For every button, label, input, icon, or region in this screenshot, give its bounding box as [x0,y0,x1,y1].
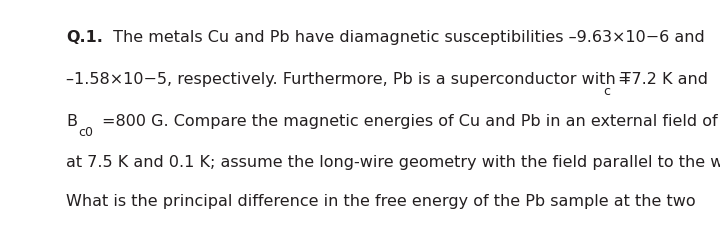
Text: What is the principal difference in the free energy of the Pb sample at the two: What is the principal difference in the … [66,194,696,208]
Text: at 7.5 K and 0.1 K; assume the long-wire geometry with the field parallel to the: at 7.5 K and 0.1 K; assume the long-wire… [66,155,720,169]
Text: –1.58×10−5, respectively. Furthermore, Pb is a superconductor with T: –1.58×10−5, respectively. Furthermore, P… [66,72,631,87]
Text: =800 G. Compare the magnetic energies of Cu and Pb in an external field of 500 G: =800 G. Compare the magnetic energies of… [102,113,720,128]
Text: B: B [66,113,77,128]
Text: Q.1.: Q.1. [66,30,103,45]
Text: c0: c0 [78,126,94,139]
Text: The metals Cu and Pb have diamagnetic susceptibilities –9.63×10−6 and: The metals Cu and Pb have diamagnetic su… [108,30,705,45]
Text: c: c [603,85,611,98]
Text: =7.2 K and: =7.2 K and [618,72,708,87]
